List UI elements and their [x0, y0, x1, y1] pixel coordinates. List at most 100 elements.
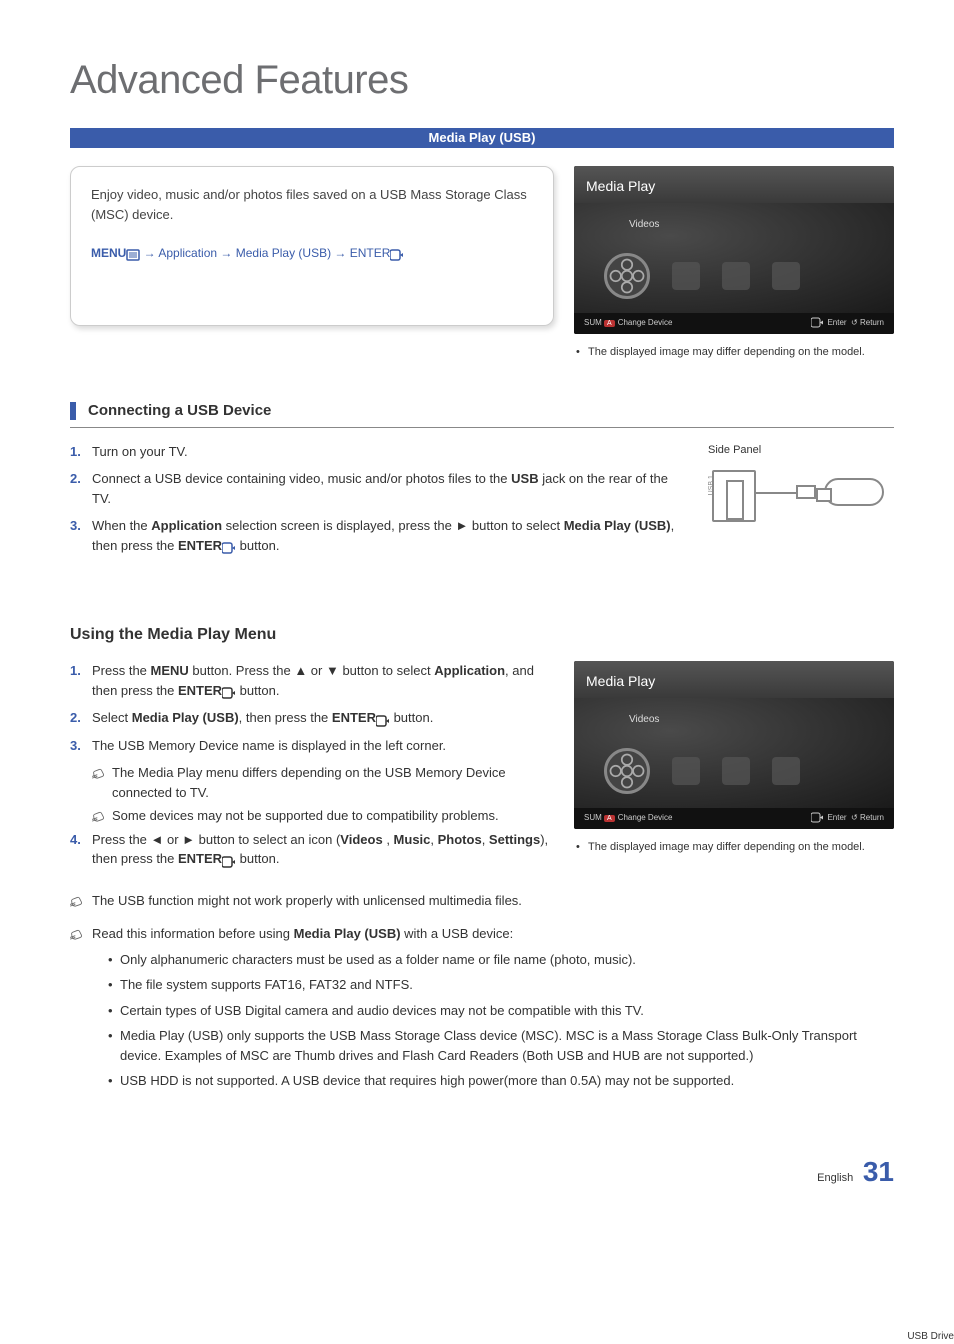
change-device-label: Change Device: [618, 813, 673, 822]
tv-icon-videos: [604, 748, 650, 794]
tv-header: Media Play: [574, 661, 894, 698]
tv-label: Videos: [629, 712, 659, 727]
step-number: 1.: [70, 442, 92, 462]
section-band: Media Play (USB): [70, 128, 894, 148]
a-badge: A: [604, 320, 615, 327]
tv-screenshot: Media Play Videos SUM AChange Device: [574, 166, 894, 334]
usb-drive-icon: [824, 478, 884, 506]
note-text: The USB function might not work properly…: [92, 891, 894, 911]
step-number: 2.: [70, 708, 92, 728]
return-label: Return: [860, 813, 884, 822]
step-text: Press the MENU button. Press the ▲ or ▼ …: [92, 661, 554, 700]
tv-icon-music: [672, 757, 700, 785]
tv-label: Videos: [629, 217, 659, 232]
intro-text: Enjoy video, music and/or photos files s…: [91, 185, 533, 224]
bullet-item: The file system supports FAT16, FAT32 an…: [108, 975, 894, 995]
heading-bar: [70, 402, 76, 420]
step-number: 1.: [70, 661, 92, 700]
step-number: 4.: [70, 830, 92, 869]
global-note: Read this information before using Media…: [70, 924, 894, 944]
step-number: 3.: [70, 516, 92, 555]
bullet-item: Only alphanumeric characters must be use…: [108, 950, 894, 970]
intro-box: Enjoy video, music and/or photos files s…: [70, 166, 554, 326]
using-steps: 1.Press the MENU button. Press the ▲ or …: [70, 661, 554, 877]
tv-icon-videos: [604, 253, 650, 299]
menu-icon: [126, 248, 140, 260]
usb-info-bullets: Only alphanumeric characters must be use…: [108, 950, 894, 1091]
enter-icon: [811, 317, 825, 329]
tv-footer: SUM AChange Device Enter ↺ Return: [574, 313, 894, 334]
step-text: Select Media Play (USB), then press the …: [92, 708, 554, 728]
change-device-label: Change Device: [618, 318, 673, 327]
menu-path-rest: → Application → Media Play (USB) → ENTER: [140, 246, 390, 260]
return-icon: ↺: [851, 318, 858, 327]
step-text: Turn on your TV.: [92, 442, 684, 462]
tv-icon-settings: [772, 757, 800, 785]
usb-plug-icon: [796, 485, 816, 499]
step-item: 3.The USB Memory Device name is displaye…: [70, 736, 554, 756]
note-text: Some devices may not be supported due to…: [112, 806, 554, 826]
a-badge: A: [604, 815, 615, 822]
using-row: 1.Press the MENU button. Press the ▲ or …: [70, 661, 894, 877]
tv-caption: The displayed image may differ depending…: [574, 344, 894, 361]
tv-icons: [604, 253, 800, 299]
note-text: Read this information before using Media…: [92, 924, 894, 944]
side-panel-diagram: Side Panel USB 1 USB Drive: [704, 442, 894, 537]
tv-footer-right: Enter ↺ Return: [811, 317, 884, 330]
step-text: When the Application selection screen is…: [92, 516, 684, 555]
using-heading: Using the Media Play Menu: [70, 623, 894, 647]
tv-icon-photos: [722, 262, 750, 290]
tv-footer: SUM AChange Device Enter ↺ Return: [574, 808, 894, 829]
usb-diagram: USB 1: [704, 462, 894, 530]
connecting-row: 1.Turn on your TV.2.Connect a USB device…: [70, 442, 894, 564]
step-text: Press the ◄ or ► button to select an ico…: [92, 830, 554, 869]
tv-footer-left: SUM AChange Device: [584, 317, 672, 330]
tv-header: Media Play: [574, 166, 894, 203]
tv-footer-right: Enter ↺ Return: [811, 812, 884, 825]
usb-port-text: USB 1: [707, 475, 718, 495]
enter-label: Enter: [827, 813, 846, 822]
step-text: Connect a USB device containing video, m…: [92, 469, 684, 508]
note-icon: [70, 891, 92, 911]
global-note: The USB function might not work properly…: [70, 891, 894, 911]
enter-icon: [390, 248, 404, 260]
footer-language: English: [817, 1172, 853, 1184]
step-item: 3.When the Application selection screen …: [70, 516, 684, 555]
return-icon: ↺: [851, 813, 858, 822]
note-text: The Media Play menu differs depending on…: [112, 763, 554, 802]
tv-icon-photos: [722, 757, 750, 785]
note-icon: [92, 806, 112, 826]
connecting-heading-text: Connecting a USB Device: [88, 400, 271, 423]
menu-path-prefix: MENU: [91, 246, 126, 260]
bullet-item: USB HDD is not supported. A USB device t…: [108, 1071, 894, 1091]
side-panel-label: Side Panel: [704, 442, 894, 459]
tv-icons: [604, 748, 800, 794]
sum-label: SUM: [584, 318, 602, 327]
usb-port-icon: [712, 470, 756, 522]
note-item: Some devices may not be supported due to…: [92, 806, 554, 826]
step-item: 4.Press the ◄ or ► button to select an i…: [70, 830, 554, 869]
step-text: The USB Memory Device name is displayed …: [92, 736, 554, 756]
tv-icon-music: [672, 262, 700, 290]
bullet-item: Media Play (USB) only supports the USB M…: [108, 1026, 894, 1065]
bullet-item: Certain types of USB Digital camera and …: [108, 1001, 894, 1021]
footer-page-number: 31: [863, 1156, 894, 1187]
enter-icon: [811, 812, 825, 824]
return-label: Return: [860, 318, 884, 327]
step-item: 1.Press the MENU button. Press the ▲ or …: [70, 661, 554, 700]
step-item: 1.Turn on your TV.: [70, 442, 684, 462]
page-footer: English 31: [70, 1151, 894, 1193]
tv-screenshot-block: Media Play Videos SUM AChange Device: [574, 166, 894, 360]
note-icon: [70, 924, 92, 944]
step-number: 2.: [70, 469, 92, 508]
tv-body: Videos: [574, 698, 894, 808]
page-title: Advanced Features: [70, 50, 894, 110]
note-icon: [92, 763, 112, 802]
step-number: 3.: [70, 736, 92, 756]
global-notes: The USB function might not work properly…: [70, 891, 894, 944]
intro-row: Enjoy video, music and/or photos files s…: [70, 166, 894, 360]
tv-screenshot: Media Play Videos SUM AChange Device: [574, 661, 894, 829]
tv-caption: The displayed image may differ depending…: [574, 839, 894, 856]
step-item: 2.Select Media Play (USB), then press th…: [70, 708, 554, 728]
connecting-heading: Connecting a USB Device: [70, 400, 894, 428]
